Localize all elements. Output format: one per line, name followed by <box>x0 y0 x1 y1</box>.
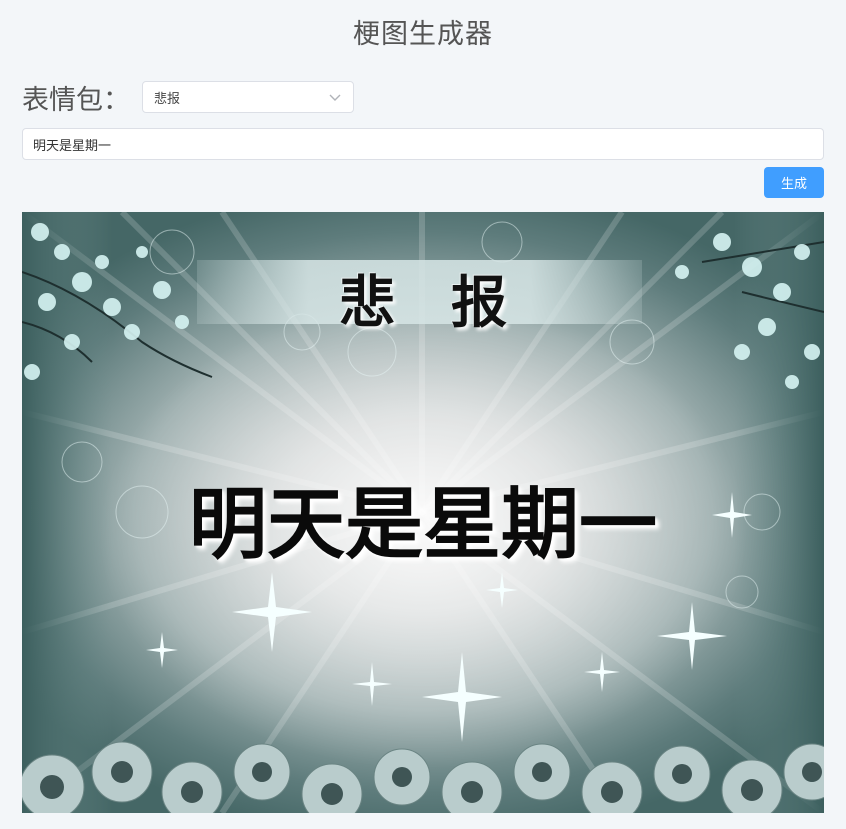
meme-banner <box>197 260 642 324</box>
generate-button[interactable]: 生成 <box>764 167 824 198</box>
meme-select-value: 悲报 <box>154 91 181 107</box>
sparkles <box>146 492 752 742</box>
meme-select[interactable]: 悲报 <box>142 81 354 113</box>
sunflowers <box>22 741 824 813</box>
meme-image: 悲报 明天是星期一 <box>22 212 824 813</box>
blossom-branch-right <box>701 241 824 313</box>
meme-main-text: 明天是星期一 <box>188 480 657 570</box>
meme-label: 表情包： <box>22 84 130 116</box>
meme-text-input[interactable] <box>22 128 824 160</box>
meme-background <box>22 212 824 813</box>
page-title: 梗图生成器 <box>353 19 493 50</box>
meme-select-row: 表情包： 悲报 <box>22 80 354 116</box>
chevron-down-icon <box>329 94 341 101</box>
meme-banner-text: 悲报 <box>339 270 563 336</box>
